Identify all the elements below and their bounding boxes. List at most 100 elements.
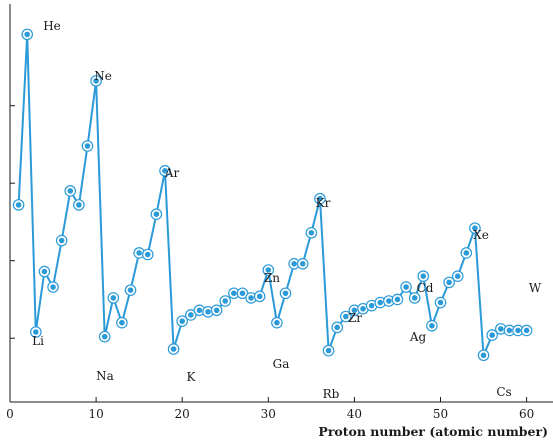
data-point-dot — [472, 225, 478, 231]
data-point-dot — [231, 290, 237, 297]
element-label-he: He — [43, 19, 61, 33]
data-point-dot — [265, 267, 272, 273]
data-point — [202, 306, 214, 318]
element-labels: He Li Ne Na Ar K Zn Ga Kr Rb Zr Cd Ag Xe Cs W — [32, 19, 542, 401]
data-point — [520, 324, 533, 337]
element-label-zr: Zr — [348, 311, 362, 325]
data-point — [38, 265, 51, 278]
data-point — [21, 28, 34, 41]
data-point — [73, 199, 85, 211]
x-tick-label: 40 — [347, 407, 362, 421]
data-point — [262, 264, 275, 276]
data-point-dot — [506, 327, 513, 334]
data-point-dot — [411, 295, 418, 301]
data-point — [339, 310, 352, 323]
data-point-dot — [299, 261, 306, 267]
data-point-dot — [170, 346, 177, 352]
data-point — [245, 292, 257, 304]
data-point-dot — [144, 251, 151, 258]
data-point-dot — [101, 333, 108, 340]
data-point — [460, 247, 473, 259]
element-label-ga: Ga — [273, 357, 290, 371]
data-point — [314, 192, 326, 205]
element-label-ne: Ne — [94, 69, 112, 83]
x-tick-label: 50 — [433, 407, 448, 421]
x-tick-label: 60 — [519, 407, 534, 421]
data-point-dot — [334, 324, 340, 331]
x-tick-label: 30 — [261, 407, 276, 421]
data-point-dot — [429, 323, 435, 329]
data-point-dot — [205, 309, 211, 315]
data-point-dot — [342, 313, 349, 320]
data-point-dot — [24, 31, 31, 38]
data-point-dot — [50, 284, 56, 290]
data-point-dot — [437, 299, 444, 306]
data-point — [176, 315, 188, 327]
data-point-dot — [497, 326, 504, 332]
data-point-dot — [222, 298, 229, 304]
data-point-dot — [58, 237, 65, 244]
data-point — [365, 299, 378, 312]
data-point-dot — [67, 188, 74, 194]
data-point-dot — [179, 318, 185, 324]
data-point — [391, 293, 404, 306]
data-point-dot — [127, 287, 134, 293]
data-point-dot — [325, 347, 332, 354]
data-point — [124, 284, 137, 296]
chart-series — [12, 28, 533, 362]
data-point-dot — [110, 295, 117, 301]
data-point — [477, 349, 490, 362]
data-point — [512, 324, 524, 337]
data-point — [400, 281, 412, 293]
data-point — [305, 227, 318, 239]
element-label-cs: Cs — [496, 385, 511, 399]
data-point — [116, 316, 128, 329]
data-point — [271, 316, 283, 329]
data-point — [159, 165, 171, 177]
data-point — [426, 319, 438, 332]
data-point — [296, 257, 309, 270]
data-point — [494, 323, 507, 335]
data-point-dot — [274, 319, 280, 326]
data-point — [357, 302, 369, 315]
data-point — [279, 287, 292, 300]
element-label-w: W — [529, 281, 542, 295]
data-point-dot — [368, 302, 375, 309]
data-point — [210, 304, 223, 317]
data-point — [486, 329, 498, 341]
data-point-dot — [93, 78, 99, 84]
data-point-dot — [386, 298, 392, 304]
data-point-dot — [523, 327, 530, 334]
element-label-cd: Cd — [417, 281, 434, 295]
data-point-dot — [136, 250, 142, 256]
data-point — [253, 290, 266, 303]
data-point — [47, 281, 59, 293]
x-axis-title: Proton number (atomic number) — [318, 424, 548, 439]
element-label-kr: Kr — [316, 196, 331, 210]
data-point-dot — [41, 268, 48, 275]
data-point-dot — [317, 195, 323, 202]
data-point-dot — [33, 329, 39, 335]
data-point-dot — [360, 305, 366, 312]
element-label-li: Li — [32, 334, 44, 348]
data-point-dot — [248, 295, 254, 301]
data-point — [64, 185, 77, 197]
data-point-dot — [377, 299, 384, 306]
data-point — [383, 295, 395, 307]
element-label-ag: Ag — [409, 330, 427, 344]
data-point — [417, 270, 430, 282]
data-point-dot — [84, 143, 91, 149]
data-point-dot — [188, 312, 194, 318]
data-point-dot — [480, 352, 487, 359]
data-point-dot — [256, 293, 263, 300]
data-point — [55, 234, 68, 247]
data-point-dot — [196, 307, 203, 314]
data-point — [288, 257, 300, 270]
data-point-dot — [394, 296, 401, 303]
data-point — [451, 270, 464, 282]
data-point-dot — [15, 202, 22, 208]
data-point — [408, 292, 421, 304]
data-point — [331, 321, 343, 334]
data-point-dot — [76, 202, 82, 208]
